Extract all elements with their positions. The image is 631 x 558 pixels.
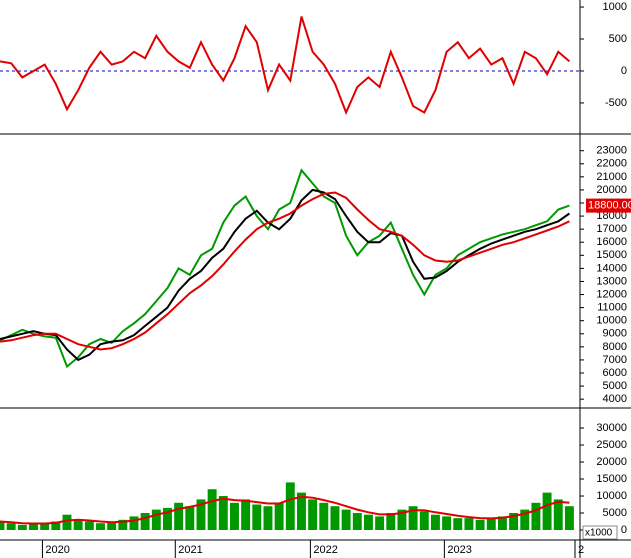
volume-bar [363, 514, 373, 531]
volume-bar [17, 524, 27, 531]
volume-bar [375, 516, 385, 531]
y-tick-label: 0 [621, 65, 627, 77]
y-tick-label: 20000 [596, 184, 627, 196]
volume-bar [252, 504, 262, 531]
volume-bar [174, 502, 184, 531]
volume-bar [51, 521, 61, 531]
volume-bar [241, 499, 251, 531]
series-line [0, 495, 570, 525]
volume-bar [386, 513, 396, 531]
volume-bar [319, 502, 329, 531]
series-line [0, 16, 571, 116]
y-tick-label: 5000 [603, 380, 627, 392]
y-tick-label: 22000 [596, 158, 627, 170]
y-tick-label: -500 [605, 97, 627, 109]
price-tag-label: 18800.00 [588, 200, 631, 212]
volume-bar [464, 518, 474, 531]
series-line [0, 191, 570, 351]
volume-bar [207, 489, 217, 531]
volume-bar [564, 506, 574, 531]
y-tick-label: 20000 [596, 456, 627, 468]
y-tick-label: 8000 [603, 341, 627, 353]
x-tick-label: 2021 [178, 544, 202, 556]
y-tick-label: 13000 [596, 275, 627, 287]
volume-bar [453, 518, 463, 531]
volume-bar [84, 521, 94, 531]
volume-bar [151, 509, 161, 531]
volume-bar [520, 509, 530, 531]
volume-bar [218, 496, 228, 531]
volume-bar [531, 502, 541, 531]
unit-label: x1000 [585, 528, 613, 539]
volume-bar [62, 514, 72, 531]
volume-bar [341, 509, 351, 531]
y-tick-label: 17000 [596, 223, 627, 235]
y-tick-label: 15000 [596, 473, 627, 485]
volume-bar [107, 522, 117, 531]
y-tick-label: 14000 [596, 262, 627, 274]
volume-bar [185, 506, 195, 531]
volume-bar [274, 502, 284, 531]
volume-bar [0, 521, 5, 531]
y-tick-label: 9000 [603, 328, 627, 340]
volume-bar [553, 499, 563, 531]
y-tick-label: 15000 [596, 249, 627, 261]
y-tick-label: 10000 [596, 490, 627, 502]
series-line [0, 188, 570, 362]
volume-bar [73, 519, 83, 531]
y-tick-label: 4000 [603, 393, 627, 405]
volume-bar [308, 499, 318, 531]
y-tick-label: 500 [609, 33, 627, 45]
y-tick-label: 16000 [596, 236, 627, 248]
volume-bar [196, 499, 206, 531]
volume-bar [419, 511, 429, 531]
volume-bar [509, 513, 519, 531]
volume-bar [285, 482, 295, 531]
volume-bar [475, 519, 485, 531]
y-tick-label: 5000 [603, 507, 627, 519]
volume-bar [397, 509, 407, 531]
volume-bar [29, 523, 38, 531]
x-tick-label: 2020 [45, 544, 69, 556]
y-tick-label: 6000 [603, 367, 627, 379]
volume-bar [352, 513, 362, 531]
x-tick-label: 2022 [313, 544, 337, 556]
volume-bar [140, 513, 150, 531]
y-tick-label: 18000 [596, 210, 627, 222]
volume-bar [163, 507, 172, 531]
volume-bar [497, 516, 507, 531]
y-tick-label: 0 [621, 524, 627, 536]
y-tick-label: 12000 [596, 288, 627, 300]
y-tick-label: 25000 [596, 439, 627, 451]
series-line [0, 168, 570, 369]
volume-bar [129, 516, 139, 531]
volume-bar [263, 506, 273, 531]
y-tick-label: 7000 [603, 354, 627, 366]
volume-bar [408, 506, 418, 531]
volume-bar [230, 502, 239, 531]
y-tick-label: 30000 [596, 422, 627, 434]
volume-bar [96, 523, 105, 531]
y-tick-label: 23000 [596, 145, 627, 157]
volume-bar [6, 523, 16, 531]
volume-bar [296, 492, 306, 531]
y-tick-label: 11000 [597, 302, 627, 314]
volume-bar [430, 514, 440, 531]
volume-bar [118, 519, 128, 531]
x-tick-label: 2023 [447, 544, 471, 556]
volume-bar [542, 492, 552, 531]
y-tick-label: 1000 [603, 1, 627, 13]
y-tick-label: 10000 [596, 315, 627, 327]
volume-bar [486, 518, 496, 531]
volume-bar [40, 523, 50, 531]
price-tag-box [586, 198, 631, 213]
x-tick-label: 2 [578, 544, 584, 556]
y-tick-label: 21000 [596, 171, 627, 183]
volume-bar [442, 516, 452, 531]
volume-bar [330, 506, 340, 531]
unit-box [582, 525, 618, 540]
